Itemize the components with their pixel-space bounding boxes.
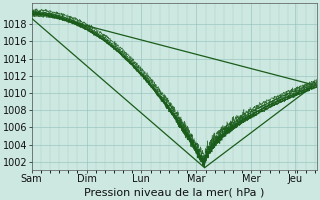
X-axis label: Pression niveau de la mer( hPa ): Pression niveau de la mer( hPa ) xyxy=(84,187,265,197)
